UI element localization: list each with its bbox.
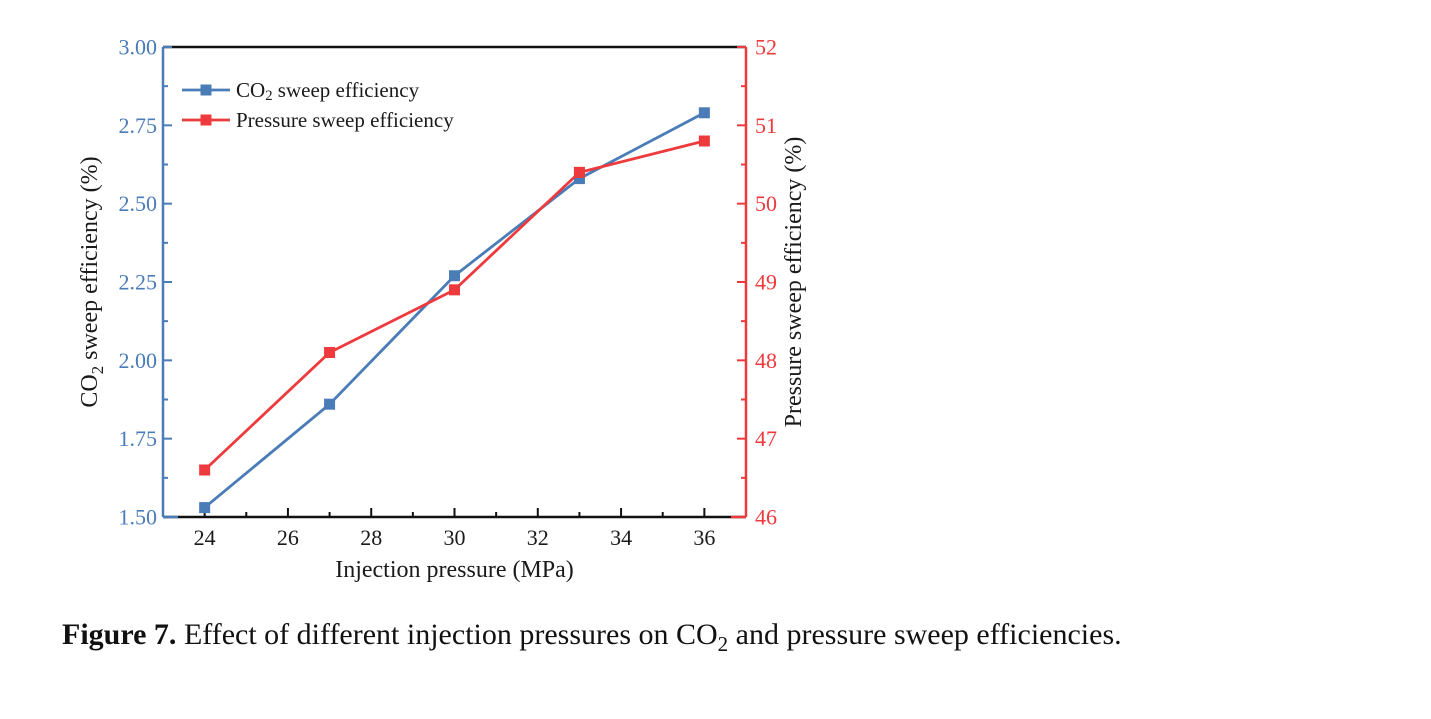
left-tick-label: 1.75 — [119, 426, 158, 451]
legend-label-1: Pressure sweep efficiency — [236, 108, 454, 132]
right-tick-label: 51 — [755, 113, 777, 138]
x-tick-label: 30 — [444, 525, 466, 550]
x-axis-title: Injection pressure (MPa) — [335, 557, 574, 583]
figure-caption-text-pre: Effect of different injection pressures … — [176, 618, 718, 651]
series-marker-0 — [324, 398, 336, 410]
right-tick-label: 50 — [755, 191, 777, 216]
series-marker-0 — [449, 270, 460, 282]
x-tick-label: 36 — [693, 525, 715, 550]
figure-caption-label: Figure 7. — [62, 618, 177, 651]
series-marker-1 — [698, 135, 710, 147]
left-tick-label: 2.50 — [119, 191, 158, 216]
x-tick-label: 26 — [277, 525, 299, 550]
right-tick-label: 52 — [755, 35, 777, 60]
legend-label-0: CO2 sweep efficiency — [236, 78, 420, 104]
figure-caption-text-post: and pressure sweep efficiencies. — [728, 618, 1122, 651]
x-tick-label: 34 — [610, 525, 632, 550]
left-tick-label: 2.75 — [119, 113, 158, 138]
series-line-0 — [203, 111, 706, 509]
series-marker-0 — [573, 173, 585, 185]
left-tick-label: 2.25 — [119, 270, 158, 295]
series-marker-1 — [573, 166, 585, 178]
x-tick-label: 32 — [527, 525, 549, 550]
left-tick-label: 3.00 — [119, 35, 158, 60]
right-axis-title: Pressure sweep efficiency (%) — [781, 137, 807, 428]
left-axis-title: CO2 sweep efficiency (%) — [77, 156, 107, 407]
legend-marker-swatch-0 — [200, 84, 212, 96]
series-marker-1 — [449, 284, 460, 296]
chart: 24 26 28 30 32 34 36 1.50 1.75 2.00 2.25 2.50 2.75 3.… — [77, 35, 807, 584]
figure-caption: Figure 7. Effect of different injection … — [62, 616, 1392, 656]
legend-marker-swatch-1 — [200, 114, 212, 126]
right-tick-label: 47 — [755, 426, 777, 451]
right-tick-label: 49 — [755, 270, 777, 295]
x-tick-label: 28 — [360, 525, 382, 550]
series-marker-1 — [324, 347, 336, 358]
series-marker-0 — [698, 107, 710, 119]
x-tick-label: 24 — [194, 525, 216, 550]
series-line-1 — [203, 139, 705, 472]
figure-caption-subscript: 2 — [717, 632, 729, 656]
series-marker-0 — [199, 502, 211, 514]
right-tick-label: 46 — [755, 505, 777, 530]
right-tick-label: 48 — [755, 348, 777, 373]
series-marker-1 — [199, 464, 211, 476]
left-tick-label: 2.00 — [119, 348, 158, 373]
left-tick-label: 1.50 — [119, 505, 158, 530]
